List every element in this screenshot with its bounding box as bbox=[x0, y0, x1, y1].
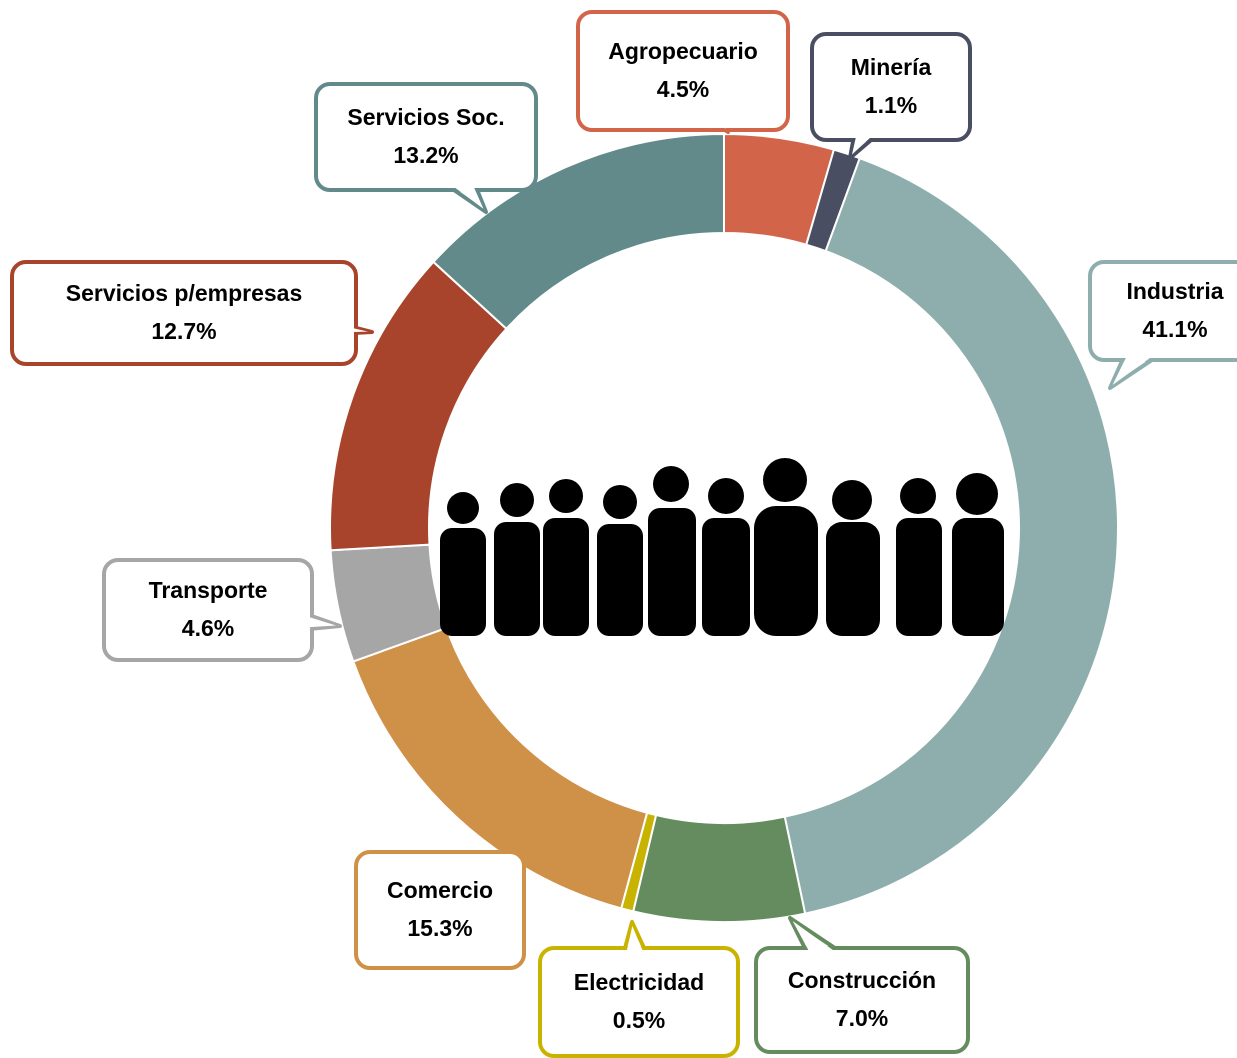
value-label: 7.0% bbox=[836, 1005, 888, 1031]
slice-label: Servicios p/empresas bbox=[66, 280, 303, 306]
value-label: 1.1% bbox=[865, 92, 917, 118]
callout-pointer-fill bbox=[692, 90, 726, 129]
callout-box bbox=[1088, 260, 1237, 362]
value-label: 4.5% bbox=[657, 76, 709, 102]
callout-pointer-fill bbox=[452, 855, 488, 893]
slice-label: Electricidad bbox=[574, 969, 704, 995]
callout-box bbox=[354, 850, 526, 970]
callout-box bbox=[576, 10, 790, 132]
callout-box bbox=[102, 558, 314, 662]
slice-label: Minería bbox=[851, 54, 932, 80]
slice-label: Industria bbox=[1126, 278, 1223, 304]
callout-box bbox=[810, 32, 972, 142]
callout-pointer-fill bbox=[1112, 337, 1156, 385]
donut-segment bbox=[432, 132, 725, 331]
slice-label: Transporte bbox=[149, 577, 268, 603]
callout-pointer-fill bbox=[852, 112, 884, 155]
slice-label: Construcción bbox=[788, 967, 936, 993]
value-label: 4.6% bbox=[182, 615, 234, 641]
callout-box bbox=[314, 82, 538, 192]
slice-label: Agropecuario bbox=[608, 38, 758, 64]
slice-label: Comercio bbox=[387, 877, 493, 903]
callout-pointer-fill bbox=[265, 604, 337, 630]
callout-box bbox=[754, 946, 970, 1054]
value-label: 12.7% bbox=[151, 318, 216, 344]
value-label: 41.1% bbox=[1142, 316, 1207, 342]
value-label: 15.3% bbox=[407, 915, 472, 941]
callout-pointer-fill bbox=[792, 921, 840, 972]
callout-pointer-fill bbox=[267, 308, 369, 335]
callout-pointer-fill bbox=[623, 925, 649, 968]
value-label: 13.2% bbox=[393, 142, 458, 168]
callout-pointer-fill bbox=[443, 162, 484, 209]
donut-segment bbox=[783, 156, 1119, 915]
slice-label: Servicios Soc. bbox=[347, 104, 504, 130]
donut-segment bbox=[632, 813, 807, 923]
people-illustration bbox=[440, 458, 1004, 636]
value-label: 0.5% bbox=[613, 1007, 665, 1033]
callout-box bbox=[10, 260, 358, 366]
